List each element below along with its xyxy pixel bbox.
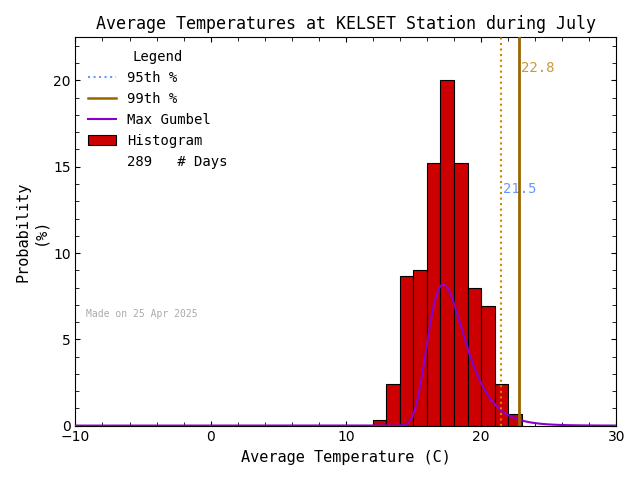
- Bar: [468, 288, 481, 426]
- Bar: [508, 413, 522, 426]
- Bar: [413, 270, 427, 426]
- Bar: [481, 306, 495, 426]
- Text: Made on 25 Apr 2025: Made on 25 Apr 2025: [86, 309, 198, 319]
- Legend: 95th %, 99th %, Max Gumbel, Histogram, 289   # Days: 95th %, 99th %, Max Gumbel, Histogram, 2…: [83, 44, 233, 174]
- Bar: [495, 384, 508, 426]
- X-axis label: Average Temperature (C): Average Temperature (C): [241, 450, 451, 465]
- Bar: [400, 276, 413, 426]
- Y-axis label: Probability
(%): Probability (%): [15, 181, 47, 282]
- Bar: [454, 163, 468, 426]
- Bar: [387, 384, 400, 426]
- Bar: [373, 420, 387, 426]
- Text: 22.8: 22.8: [521, 61, 554, 75]
- Title: Average Temperatures at KELSET Station during July: Average Temperatures at KELSET Station d…: [96, 15, 596, 33]
- Bar: [427, 163, 440, 426]
- Bar: [440, 81, 454, 426]
- Text: 21.5: 21.5: [503, 181, 537, 196]
